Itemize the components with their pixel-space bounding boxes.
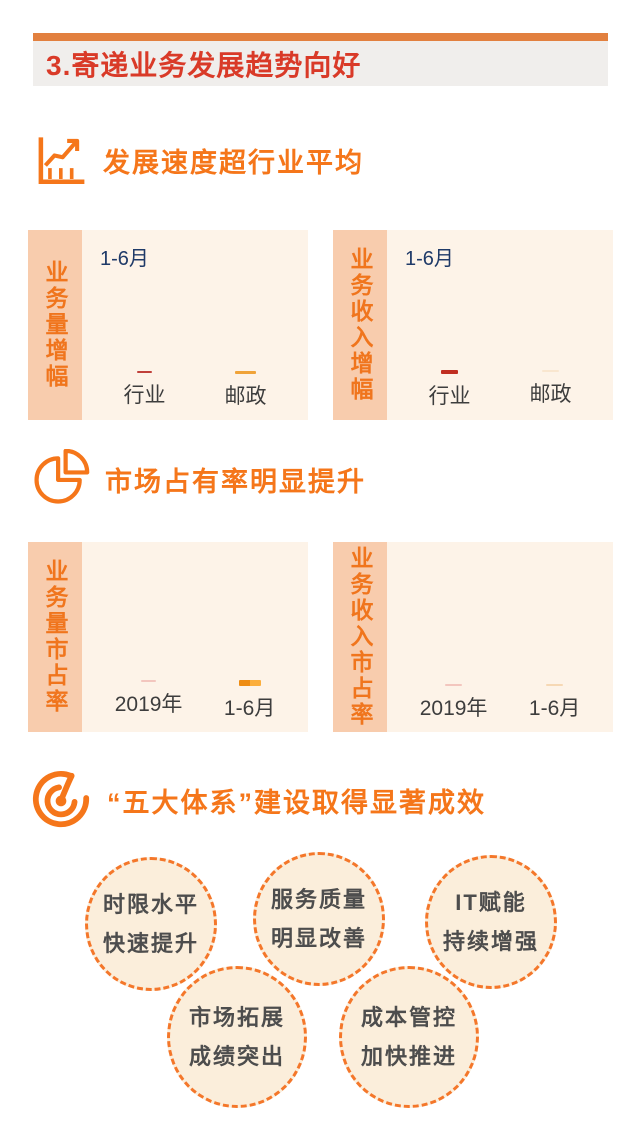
share-charts-row: 业务量市占率 2019年 1-6月 业务收入市占率	[28, 542, 613, 732]
axis-category-row: 2019年 1-6月	[82, 680, 308, 722]
legend-mark	[445, 684, 463, 686]
legend-mark	[137, 371, 152, 373]
legend-mark	[238, 680, 261, 686]
legend-item: 2019年	[419, 684, 488, 722]
target-rings-icon	[30, 769, 92, 831]
growth-section-header: 发展速度超行业平均	[30, 131, 364, 189]
legend-item: 2019年	[114, 680, 183, 722]
legend-item: 1-6月	[224, 680, 275, 722]
legend-item: 邮政	[530, 370, 572, 410]
legend-mark	[235, 371, 256, 374]
bubble-text-line: 快速提升	[102, 931, 199, 956]
bubble-text-line: 成本管控	[360, 1005, 457, 1030]
bubble-text-line: 成绩突出	[188, 1044, 285, 1069]
chart-area: 1-6月 行业 邮政	[82, 230, 308, 420]
panel-side-label: 业务量市占率	[42, 559, 68, 715]
bubble-text-line: 时限水平	[102, 892, 199, 917]
growth-charts-row: 业务量增幅 1-6月 行业 邮政 业务收入增幅	[28, 230, 613, 420]
chart-area: 1-6月 行业 邮政	[387, 230, 613, 420]
axis-category-row: 行业 邮政	[387, 370, 613, 410]
bubble-service-quality: 服务质量 明显改善	[253, 852, 385, 986]
growth-section-heading: 发展速度超行业平均	[103, 147, 364, 178]
panel-side-label: 业务收入增幅	[347, 247, 373, 403]
panel-side-label: 业务量增幅	[42, 260, 68, 390]
bubble-text-line: 市场拓展	[188, 1005, 285, 1030]
chart-area: 2019年 1-6月	[82, 542, 308, 732]
legend-item: 行业	[124, 371, 166, 410]
legend-mark	[141, 680, 157, 682]
category-label: 2019年	[419, 697, 488, 720]
category-label: 邮政	[224, 385, 267, 408]
category-label: 1-6月	[528, 697, 581, 720]
axis-category-row: 行业 邮政	[82, 371, 308, 410]
page-title-band: 3.寄递业务发展趋势向好	[33, 41, 608, 86]
share-section-header: 市场占有率明显提升	[30, 449, 366, 509]
chart-panel-revenue-share: 业务收入市占率 2019年 1-6月	[333, 542, 613, 732]
period-label: 1-6月	[100, 248, 149, 270]
category-label: 邮政	[529, 383, 572, 406]
legend-item: 邮政	[225, 371, 267, 410]
legend-mark	[546, 684, 564, 686]
panel-side-strip: 业务量市占率	[28, 542, 82, 732]
systems-section-header: “五大体系”建设取得显著成效	[30, 769, 486, 831]
accent-top-bar	[33, 33, 608, 41]
chart-panel-volume-share: 业务量市占率 2019年 1-6月	[28, 542, 308, 732]
page-title: 3.寄递业务发展趋势向好	[46, 49, 362, 81]
chart-panel-revenue-growth: 业务收入增幅 1-6月 行业 邮政	[333, 230, 613, 420]
legend-mark	[542, 370, 559, 372]
bubble-it-enablement: IT赋能 持续增强	[425, 855, 557, 989]
chart-area: 2019年 1-6月	[387, 542, 613, 732]
bubble-market-expansion: 市场拓展 成绩突出	[167, 966, 307, 1108]
category-label: 行业	[123, 384, 166, 407]
legend-item: 行业	[429, 370, 471, 410]
bubble-text-line: IT赋能	[455, 890, 527, 915]
bubble-time-limit: 时限水平 快速提升	[85, 857, 217, 991]
bar-chart-growth-icon	[30, 131, 88, 189]
category-label: 2019年	[114, 693, 183, 716]
bubble-text-line: 明显改善	[270, 926, 367, 951]
legend-item: 1-6月	[529, 684, 580, 722]
panel-side-strip: 业务收入增幅	[333, 230, 387, 420]
category-label: 行业	[428, 385, 471, 408]
bubble-cost-control: 成本管控 加快推进	[339, 966, 479, 1108]
share-section-heading: 市场占有率明显提升	[105, 466, 366, 497]
axis-category-row: 2019年 1-6月	[387, 684, 613, 722]
systems-section-heading: “五大体系”建设取得显著成效	[107, 787, 486, 818]
chart-panel-volume-growth: 业务量增幅 1-6月 行业 邮政	[28, 230, 308, 420]
category-label: 1-6月	[223, 697, 276, 720]
bubble-text-line: 持续增强	[442, 929, 539, 954]
panel-side-label: 业务收入市占率	[347, 546, 373, 728]
panel-side-strip: 业务收入市占率	[333, 542, 387, 732]
pie-chart-icon	[30, 449, 90, 509]
period-label: 1-6月	[405, 248, 454, 270]
bubble-text-line: 服务质量	[270, 887, 367, 912]
panel-side-strip: 业务量增幅	[28, 230, 82, 420]
legend-mark	[441, 370, 458, 374]
bubble-text-line: 加快推进	[360, 1044, 457, 1069]
